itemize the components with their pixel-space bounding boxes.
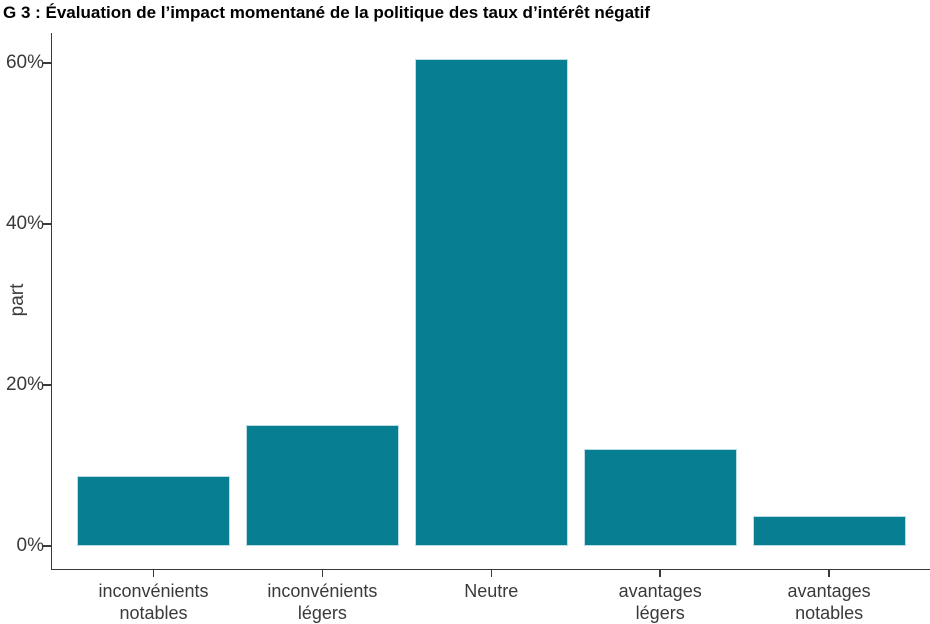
y-tick-label: 40%: [5, 213, 44, 234]
bar: [77, 475, 230, 546]
x-tick-label: inconvénients notables: [98, 581, 209, 623]
x-tick-label: Neutre: [464, 581, 519, 601]
y-tick-label: 0%: [16, 535, 44, 556]
x-axis-line: [50, 568, 930, 570]
bar: [414, 58, 568, 546]
x-tick-label: avantages légers: [618, 581, 702, 623]
x-tick-mark: [152, 570, 155, 577]
x-tick-label: avantages notables: [787, 581, 871, 623]
y-axis-label: part: [7, 283, 28, 317]
bar: [583, 449, 737, 546]
y-axis-line: [50, 33, 52, 570]
y-tick-mark: [43, 223, 51, 225]
x-tick-mark: [828, 570, 830, 577]
x-tick-mark: [321, 570, 324, 577]
x-tick-label: inconvénients légers: [267, 581, 378, 623]
bar: [752, 516, 906, 546]
y-tick-mark: [43, 62, 51, 64]
chart-title: G 3 : Évaluation de l’impact momentané d…: [3, 3, 651, 22]
y-tick-label: 60%: [5, 52, 44, 73]
bar: [245, 425, 399, 546]
x-tick-mark: [490, 570, 493, 577]
y-tick-label: 20%: [5, 374, 44, 395]
x-tick-mark: [659, 570, 661, 577]
y-tick-mark: [43, 384, 51, 386]
y-tick-mark: [43, 545, 51, 547]
